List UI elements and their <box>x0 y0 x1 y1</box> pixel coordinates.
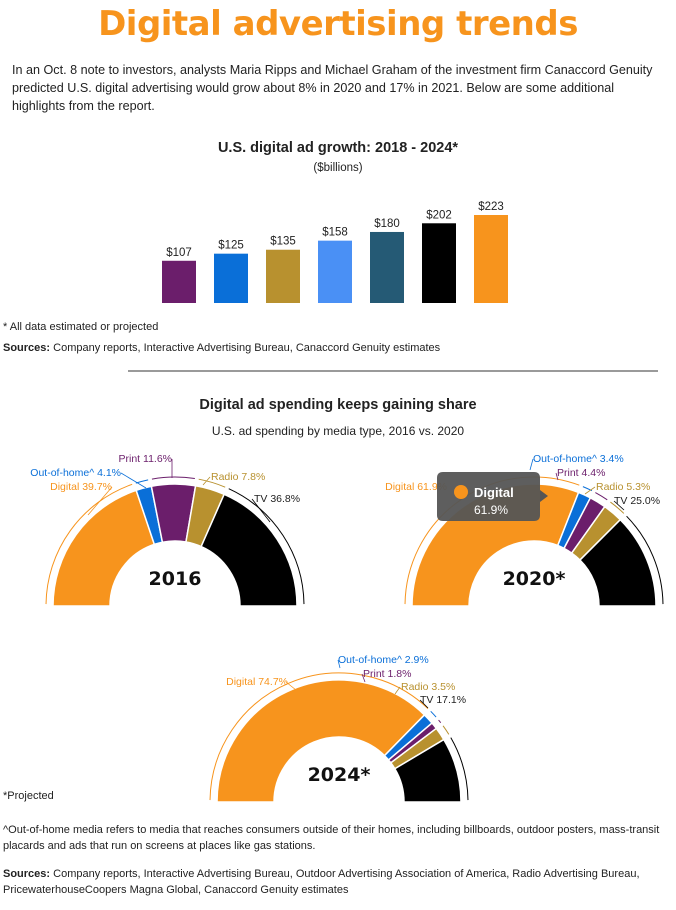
bar-sources: Sources: Company reports, Interactive Ad… <box>3 340 440 356</box>
bar-2021 <box>318 240 352 303</box>
slice-label-print: Print 1.8% <box>363 668 411 680</box>
slice-outline-tv <box>626 515 664 605</box>
donut-center-label: 2020* <box>503 568 566 590</box>
sources-label: Sources: <box>3 868 51 880</box>
leader-line-tv <box>419 699 429 709</box>
slice-tv-2020[interactable] <box>578 518 657 607</box>
slice-outline-digital <box>209 672 429 801</box>
slice-digital-2024[interactable] <box>216 679 426 803</box>
bar-2022 <box>370 231 404 303</box>
sources-text: Company reports, Interactive Advertising… <box>3 868 640 896</box>
slice-tv-2024[interactable] <box>393 738 462 803</box>
leader-line-print <box>555 472 559 481</box>
slice-outline-tv <box>228 488 305 605</box>
tooltip: Digital 61.9% <box>437 472 548 521</box>
donut-section-title: Digital ad spending keeps gaining share <box>199 397 477 413</box>
slice-label-print: Print 11.6% <box>119 453 173 465</box>
slice-outline-outofhome <box>135 479 149 484</box>
slice-label-tv: TV 25.0% <box>614 495 660 507</box>
bar-2020 <box>266 249 300 303</box>
bar-value-label-2024: $223 <box>478 201 504 213</box>
donut-2016: Digital 39.7% Out-of-home^ 4.1% Print 11.6… <box>30 453 305 607</box>
bar-2019 <box>214 253 248 303</box>
tooltip-swatch <box>454 485 468 499</box>
slice-label-radio: Radio 3.5% <box>401 681 455 693</box>
leader-line-tv <box>251 498 271 523</box>
slice-outline-outofhome <box>582 486 593 492</box>
leader-line-radio <box>202 476 211 486</box>
slice-outline-outofhome <box>430 710 437 718</box>
bar-value-label-2018: $107 <box>166 247 192 259</box>
tooltip-value: 61.9% <box>474 503 508 517</box>
bar-2024 <box>474 215 508 303</box>
bar-chart-title: U.S. digital ad growth: 2018 - 2024* <box>217 140 459 156</box>
slice-outline-radio <box>610 501 625 514</box>
leader-line-radio <box>394 686 401 695</box>
leader-line-tv <box>613 500 625 511</box>
slice-label-tv: TV 36.8% <box>254 493 300 505</box>
donut-section-subtitle: U.S. ad spending by media type, 2016 vs.… <box>211 424 465 438</box>
projected-note: *Projected <box>3 790 54 802</box>
leader-line-outofhome <box>529 458 534 471</box>
bar-value-label-2021: $158 <box>322 227 348 239</box>
slice-label-digital: Digital 61.9% <box>385 481 447 493</box>
donut-center-label: 2024* <box>308 764 371 786</box>
leader-line-digital <box>285 681 297 691</box>
bar-2023 <box>422 223 456 303</box>
slice-outline-print <box>438 719 442 723</box>
tooltip-box <box>437 472 540 521</box>
bar-note: * All data estimated or projected <box>3 321 159 333</box>
slice-label-radio: Radio 7.8% <box>211 471 265 483</box>
bar-value-label-2020: $135 <box>270 236 296 248</box>
slice-tv-2016[interactable] <box>200 493 298 607</box>
slice-label-outofhome: Out-of-home^ 3.4% <box>533 453 624 465</box>
slice-label-digital: Digital 74.7% <box>226 676 288 688</box>
slice-label-radio: Radio 5.3% <box>596 481 650 493</box>
bar-value-label-2022: $180 <box>374 218 400 230</box>
donut-charts: Digital 39.7% Out-of-home^ 4.1% Print 11.6… <box>30 453 664 803</box>
bar-value-label-2023: $202 <box>426 209 452 221</box>
slice-outline-print <box>151 476 195 480</box>
leader-line-outofhome <box>120 472 147 489</box>
out-of-home-footnote: ^Out-of-home media refers to media that … <box>3 824 660 852</box>
donut-2024: Digital 74.7% Out-of-home^ 2.9% Print 1.8%… <box>209 654 469 803</box>
leader-line-digital <box>87 486 113 516</box>
slice-label-digital: Digital 39.7% <box>50 481 112 493</box>
slice-label-tv: TV 17.1% <box>420 694 466 706</box>
leader-line-radio <box>584 486 596 495</box>
slice-outline-radio <box>198 478 226 488</box>
page-title: Digital advertising trends <box>98 4 578 44</box>
donut-sources: Sources: Company reports, Interactive Ad… <box>3 866 668 898</box>
intro-paragraph: In an Oct. 8 note to investors, analysts… <box>12 63 653 113</box>
leader-line-print <box>361 673 366 683</box>
slice-outline-digital <box>45 483 133 605</box>
tooltip-label: Digital <box>474 485 514 500</box>
slice-digital-2016[interactable] <box>52 489 156 607</box>
slice-label-print: Print 4.4% <box>557 467 605 479</box>
slice-label-outofhome: Out-of-home^ 2.9% <box>338 654 429 666</box>
section-divider <box>128 370 658 372</box>
slice-outline-radio <box>442 725 450 735</box>
bar-2018 <box>162 260 196 303</box>
bar-chart-subtitle: ($billions) <box>313 162 363 174</box>
sources-label: Sources: <box>3 342 51 354</box>
slice-label-outofhome: Out-of-home^ 4.1% <box>30 467 121 479</box>
bar-chart: $107 $125 $135 $158 $180 $202 $223 <box>162 201 508 303</box>
tooltip-arrow <box>540 490 548 502</box>
leader-line-outofhome <box>337 659 341 669</box>
bar-value-label-2019: $125 <box>218 240 244 252</box>
slice-outline-tv <box>450 737 469 801</box>
donut-center-label: 2016 <box>149 568 202 590</box>
slice-outline-print <box>595 492 608 501</box>
sources-text: Company reports, Interactive Advertising… <box>50 342 441 354</box>
